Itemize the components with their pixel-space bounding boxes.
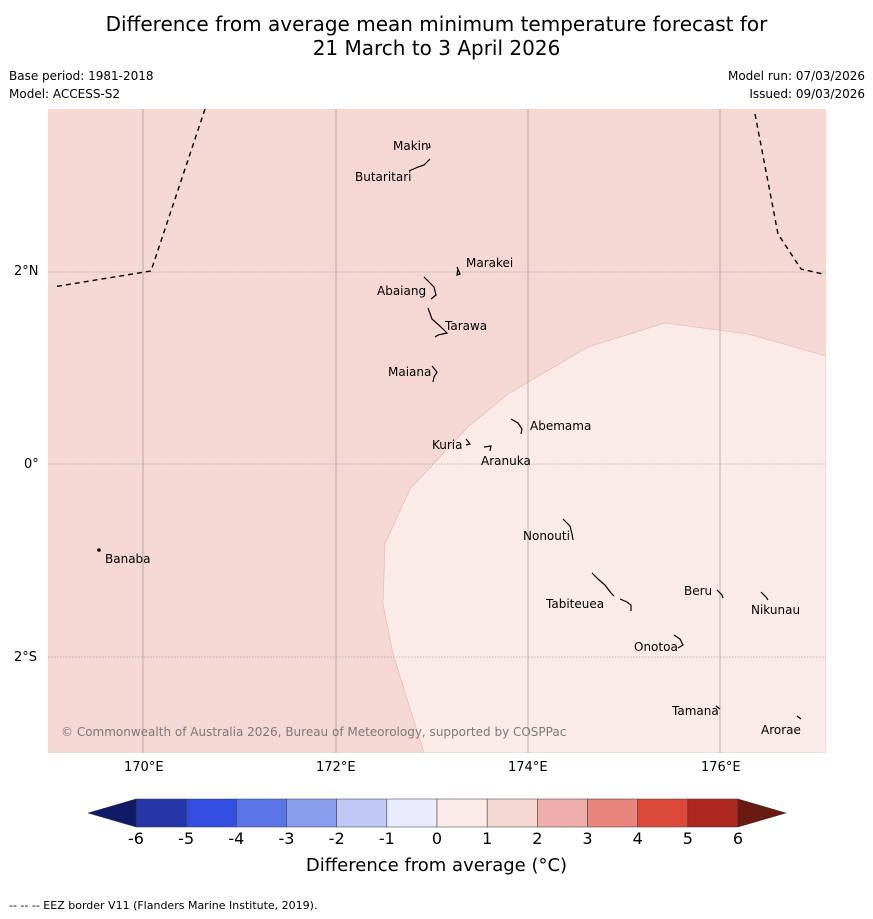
island-tabiteuea <box>591 572 632 611</box>
lat-label-eq: 0° <box>24 457 39 472</box>
colorbar-tick-label: 0 <box>431 829 443 848</box>
island-makin <box>427 142 431 149</box>
copyright-notice: © Commonwealth of Australia 2026, Bureau… <box>61 725 566 739</box>
island-abemama <box>510 418 523 435</box>
island-arorae <box>796 715 802 720</box>
issued-date: Issued: 09/03/2026 <box>749 87 865 101</box>
colorbar-segment <box>286 798 337 828</box>
lat-label-2s: 2°S <box>14 650 38 665</box>
meta-left: Base period: 1981-2018 Model: ACCESS-S2 <box>9 67 154 103</box>
label-makin: Makin <box>393 139 429 153</box>
colorbar-tick-label: -6 <box>128 829 144 848</box>
lon-label-170e: 170°E <box>124 760 164 775</box>
colorbar-under-arrow <box>87 798 137 828</box>
colorbar-segment <box>386 798 438 828</box>
colorbar-tick-label: 2 <box>532 829 543 848</box>
island-beru <box>716 589 724 599</box>
island-tamana <box>715 705 721 710</box>
label-aranuka: Aranuka <box>481 454 531 468</box>
colorbar <box>87 798 787 828</box>
model-name: Model: ACCESS-S2 <box>9 87 121 101</box>
eez-border-west <box>52 109 206 288</box>
colorbar-tick-label: -2 <box>328 829 345 848</box>
anomaly-band-0-1 <box>382 322 826 753</box>
island-onotoa <box>673 634 684 649</box>
island-aranuka <box>483 445 492 452</box>
graticule <box>48 109 826 753</box>
colorbar-segment <box>236 798 287 828</box>
colorbar-segment <box>135 798 187 828</box>
colorbar-tick-label: 4 <box>632 829 643 848</box>
eez-border-east <box>754 113 824 275</box>
colorbar-tick-label: 5 <box>682 829 693 848</box>
label-onotoa: Onotoa <box>634 640 678 654</box>
colorbar-tick-label: 3 <box>582 829 593 848</box>
islands <box>97 142 802 720</box>
base-period: Base period: 1981-2018 <box>9 69 154 83</box>
lat-label-2n: 2°N <box>14 264 39 279</box>
title-line-2: 21 March to 3 April 2026 <box>312 36 561 60</box>
label-beru: Beru <box>684 584 712 598</box>
lon-label-174e: 174°E <box>508 760 548 775</box>
island-labels: Makin Butaritari Marakei Abaiang Tarawa … <box>105 139 801 737</box>
colorbar-segment <box>336 798 388 828</box>
label-maiana: Maiana <box>388 365 431 379</box>
colorbar-segment <box>537 798 588 828</box>
label-tamana: Tamana <box>671 704 719 718</box>
island-tarawa <box>427 307 449 338</box>
island-banaba <box>97 548 101 552</box>
colorbar-tick-label: -1 <box>378 829 395 848</box>
model-run: Model run: 07/03/2026 <box>727 69 865 83</box>
island-nikunau <box>760 591 769 601</box>
island-kuria <box>465 438 472 446</box>
colorbar-tick-label: -5 <box>178 829 195 848</box>
forecast-map: Makin Butaritari Marakei Abaiang Tarawa … <box>48 109 826 753</box>
island-nonouti <box>562 518 574 541</box>
island-butaritari <box>408 158 431 172</box>
colorbar-over-arrow <box>737 798 787 828</box>
colorbar-segment <box>185 798 237 828</box>
title-line-1: Difference from average mean minimum tem… <box>105 12 768 36</box>
colorbar-segment <box>587 798 638 828</box>
colorbar-tick-label: 1 <box>482 829 493 848</box>
label-banaba: Banaba <box>105 552 151 566</box>
eez-border <box>52 109 824 288</box>
island-abaiang <box>423 276 437 300</box>
label-arorae: Arorae <box>761 723 801 737</box>
colorbar-segment <box>637 798 689 828</box>
label-nikunau: Nikunau <box>751 603 800 617</box>
colorbar-tick-label: 6 <box>732 829 744 848</box>
colorbar-label: Difference from average (°C) <box>305 855 568 876</box>
colorbar-tick-label: -4 <box>228 829 245 848</box>
island-maiana <box>431 365 438 383</box>
lon-label-176e: 176°E <box>701 760 741 775</box>
colorbar-segment <box>436 798 488 828</box>
label-marakei: Marakei <box>466 256 513 270</box>
eez-footnote: -- -- -- EEZ border V11 (Flanders Marine… <box>9 899 318 912</box>
map-title: Difference from average mean minimum tem… <box>0 12 873 60</box>
island-marakei <box>456 266 461 276</box>
colorbar-segment <box>687 798 739 828</box>
colorbar-tick-label: -3 <box>278 829 295 848</box>
label-tarawa: Tarawa <box>444 319 487 333</box>
label-nonouti: Nonouti <box>523 529 570 543</box>
label-abaiang: Abaiang <box>377 284 426 298</box>
label-butaritari: Butaritari <box>355 170 412 184</box>
label-abemama: Abemama <box>530 419 591 433</box>
lon-label-172e: 172°E <box>316 760 356 775</box>
label-tabiteuea: Tabiteuea <box>545 597 604 611</box>
label-kuria: Kuria <box>432 438 463 452</box>
colorbar-segment <box>486 798 538 828</box>
meta-right: Model run: 07/03/2026 Issued: 09/03/2026 <box>728 67 865 103</box>
